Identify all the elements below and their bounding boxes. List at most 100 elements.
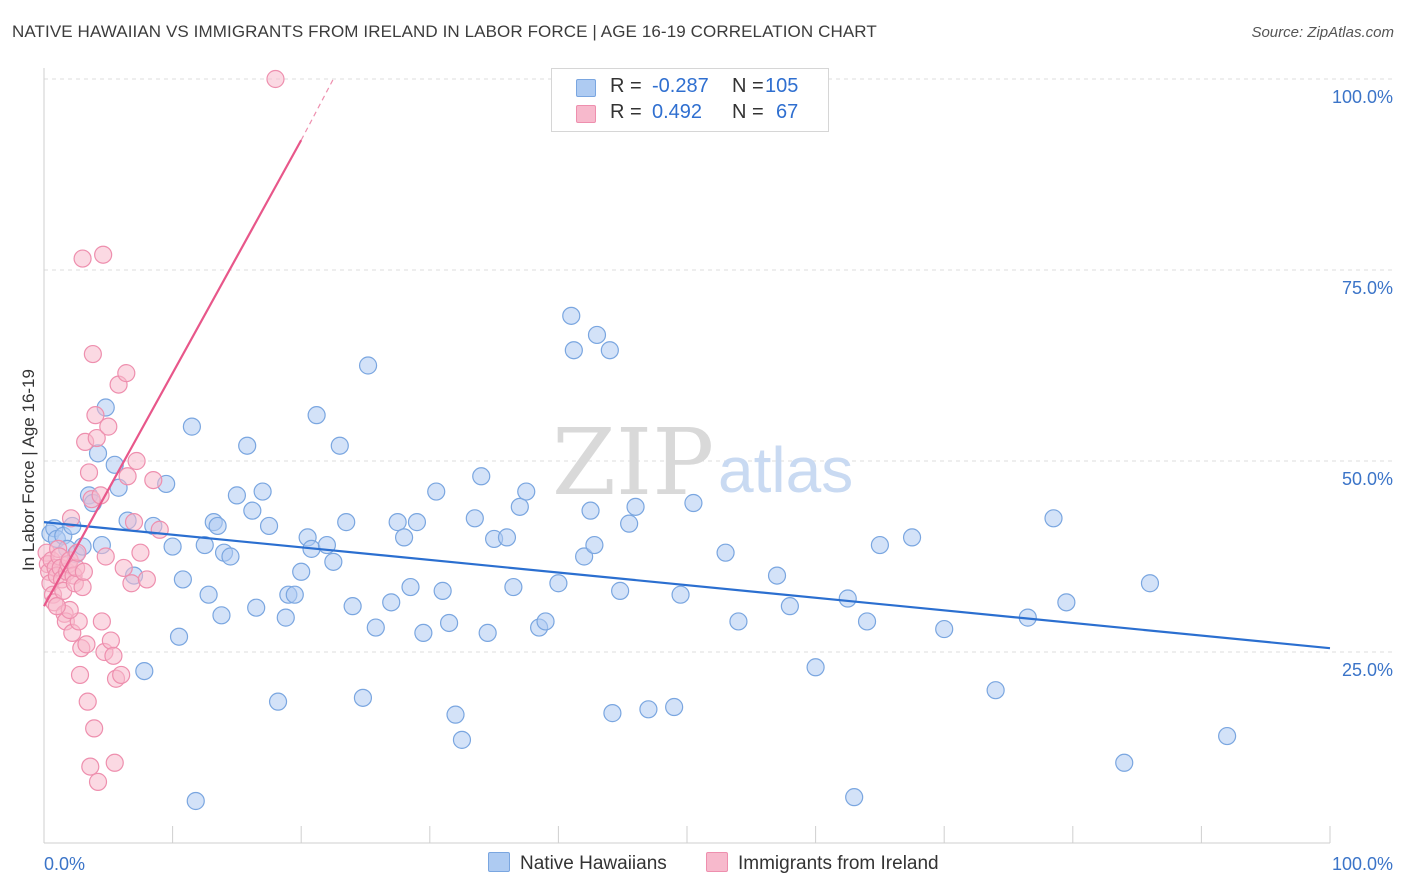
data-point — [85, 719, 104, 738]
data-point — [716, 543, 735, 562]
data-point — [330, 436, 349, 455]
data-point — [767, 566, 787, 585]
data-point — [173, 570, 192, 589]
data-point — [266, 69, 285, 89]
data-point — [227, 486, 246, 505]
data-point — [585, 535, 604, 555]
watermark-atlas: atlas — [718, 434, 853, 506]
data-point — [104, 646, 123, 665]
x-tick-label: 0.0% — [44, 854, 85, 874]
data-point — [407, 513, 427, 532]
data-point — [517, 482, 536, 501]
data-point — [212, 606, 231, 625]
data-point — [427, 482, 446, 501]
data-point — [564, 341, 583, 360]
data-point — [1044, 509, 1063, 528]
data-point — [611, 581, 630, 600]
data-point — [74, 562, 93, 581]
data-point — [1057, 593, 1076, 612]
data-point — [182, 417, 201, 436]
data-point — [382, 593, 401, 612]
data-point — [337, 513, 356, 532]
chart-title: NATIVE HAWAIIAN VS IMMIGRANTS FROM IRELA… — [12, 22, 877, 41]
data-point — [247, 598, 266, 617]
data-point — [665, 697, 684, 717]
x-tick-label: 100.0% — [1332, 854, 1393, 874]
data-point — [729, 612, 748, 631]
data-point — [112, 665, 131, 685]
data-point — [96, 547, 115, 566]
data-point — [465, 509, 484, 528]
data-point — [581, 501, 600, 520]
data-point — [935, 619, 954, 639]
legend-r-label: R = — [610, 101, 642, 123]
data-point — [394, 528, 414, 547]
data-point — [238, 436, 257, 455]
data-point — [169, 627, 189, 646]
data-point — [600, 341, 619, 360]
data-point — [61, 509, 81, 528]
data-point — [47, 597, 66, 616]
data-point — [86, 406, 105, 425]
bottom-legend-label: Native Hawaiians — [520, 853, 667, 874]
legend-r-value: -0.287 — [652, 75, 709, 97]
data-point — [353, 688, 373, 707]
data-point — [70, 665, 90, 685]
data-point — [221, 547, 240, 566]
data-point — [195, 535, 214, 555]
y-tick-label: 25.0% — [1342, 660, 1393, 680]
series-native-hawaiians — [41, 306, 1237, 811]
data-point — [77, 635, 96, 654]
data-point — [986, 681, 1005, 700]
data-point — [780, 597, 799, 616]
bottom-legend-swatch-pink — [706, 852, 728, 872]
trend-line-extension — [300, 78, 334, 141]
correlation-legend: R = -0.287 N = 105 R = 0.492 N = 67 — [551, 68, 829, 132]
data-point — [671, 585, 690, 604]
data-point — [137, 570, 156, 589]
legend-n-label: N = — [732, 101, 764, 123]
data-point — [73, 577, 92, 597]
data-point — [806, 658, 825, 677]
data-point — [439, 613, 459, 633]
data-point — [414, 623, 433, 643]
data-point — [276, 608, 295, 627]
data-point — [88, 772, 108, 791]
data-point — [135, 661, 154, 681]
data-point — [1218, 726, 1237, 746]
data-point — [549, 574, 568, 593]
data-point — [1115, 753, 1134, 772]
y-tick-label: 100.0% — [1332, 87, 1393, 107]
data-point — [603, 704, 622, 723]
data-point — [83, 344, 102, 364]
legend-r-value: 0.492 — [652, 101, 703, 123]
data-point — [620, 514, 639, 533]
data-point — [114, 558, 133, 578]
data-point — [324, 552, 343, 571]
data-point — [838, 589, 857, 608]
data-point — [343, 597, 362, 616]
bottom-legend-label: Immigrants from Ireland — [738, 853, 939, 874]
data-point — [562, 306, 581, 325]
trend-line-immigrants-from-ireland — [43, 139, 303, 607]
data-point — [366, 618, 385, 637]
series-immigrants-from-ireland — [37, 69, 285, 791]
data-point — [117, 364, 136, 383]
data-point — [268, 692, 288, 711]
data-point — [684, 493, 703, 513]
data-point — [536, 612, 555, 631]
data-point — [79, 463, 99, 482]
data-point — [124, 513, 144, 532]
data-point — [127, 451, 146, 471]
data-point — [452, 730, 472, 749]
data-point — [91, 486, 110, 505]
data-point — [497, 528, 517, 547]
legend-n-value: 67 — [776, 101, 799, 123]
legend-r-label: R = — [610, 75, 642, 97]
tick-labels: 25.0% 50.0% 75.0% 100.0% 0.0% 100.0% — [44, 87, 1393, 874]
trend-line-native-hawaiians — [43, 521, 1331, 650]
data-point — [1140, 574, 1160, 593]
data-point — [94, 245, 113, 264]
data-point — [87, 428, 106, 448]
